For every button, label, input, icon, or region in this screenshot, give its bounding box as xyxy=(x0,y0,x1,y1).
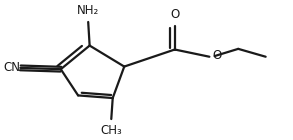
Text: CN: CN xyxy=(3,61,20,74)
Text: O: O xyxy=(212,49,222,62)
Text: CH₃: CH₃ xyxy=(100,124,122,137)
Text: NH₂: NH₂ xyxy=(77,4,99,17)
Text: O: O xyxy=(170,8,179,21)
